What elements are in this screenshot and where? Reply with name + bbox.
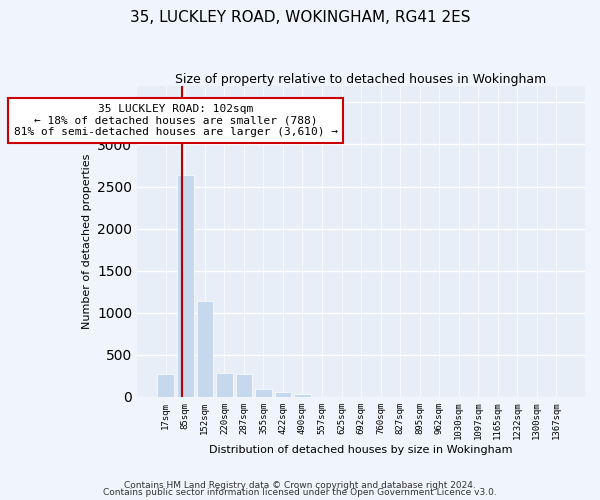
- Bar: [157, 374, 174, 397]
- Text: Contains public sector information licensed under the Open Government Licence v3: Contains public sector information licen…: [103, 488, 497, 497]
- Bar: [275, 392, 291, 397]
- Bar: [197, 301, 213, 397]
- Title: Size of property relative to detached houses in Wokingham: Size of property relative to detached ho…: [175, 72, 547, 86]
- Bar: [255, 389, 272, 397]
- Text: 35, LUCKLEY ROAD, WOKINGHAM, RG41 2ES: 35, LUCKLEY ROAD, WOKINGHAM, RG41 2ES: [130, 10, 470, 25]
- Bar: [216, 374, 233, 397]
- Y-axis label: Number of detached properties: Number of detached properties: [82, 154, 92, 329]
- Bar: [177, 174, 194, 397]
- Text: 35 LUCKLEY ROAD: 102sqm
← 18% of detached houses are smaller (788)
81% of semi-d: 35 LUCKLEY ROAD: 102sqm ← 18% of detache…: [14, 104, 338, 137]
- Bar: [294, 394, 311, 397]
- X-axis label: Distribution of detached houses by size in Wokingham: Distribution of detached houses by size …: [209, 445, 513, 455]
- Bar: [236, 374, 252, 397]
- Text: Contains HM Land Registry data © Crown copyright and database right 2024.: Contains HM Land Registry data © Crown c…: [124, 480, 476, 490]
